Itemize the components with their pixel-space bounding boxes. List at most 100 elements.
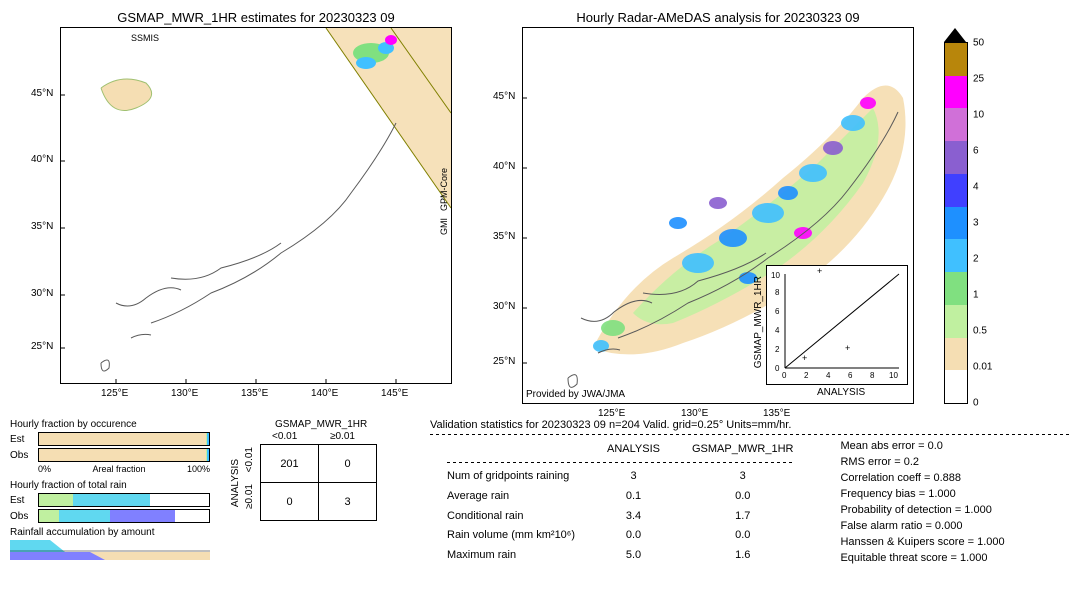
svg-text:0: 0 [775, 364, 780, 373]
lon-tick: 125°E [598, 408, 625, 419]
stat-line: RMS error = 0.2 [840, 454, 1004, 470]
colorbar-tick: 6 [973, 146, 979, 157]
stat-line: Hanssen & Kuipers score = 1.000 [840, 534, 1004, 550]
ct-col1: ≥0.01 [330, 431, 355, 442]
svg-text:+: + [802, 353, 807, 363]
maps-row: GSMAP_MWR_1HR estimates for 20230323 09 [10, 10, 1070, 404]
lat-tick: 45°N [493, 91, 515, 102]
lat-tick: 35°N [493, 231, 515, 242]
bar-label: Obs [10, 511, 38, 522]
lat-tick: 35°N [31, 221, 53, 232]
occ-center: Areal fraction [92, 464, 145, 474]
right-map-panel: Hourly Radar-AMeDAS analysis for 2023032… [522, 10, 914, 404]
colorbar-tick: 0.01 [973, 362, 992, 373]
svg-text:2: 2 [775, 345, 780, 354]
svg-text:6: 6 [848, 371, 853, 380]
lon-tick: 145°E [381, 388, 408, 399]
stat-a: 5.0 [592, 546, 675, 564]
colorbar-tick: 10 [973, 110, 984, 121]
bar-label: Obs [10, 450, 38, 461]
colorbar: 502510643210.50.010 [944, 42, 968, 404]
ct-row0: <0.01 [244, 447, 255, 472]
svg-text:0: 0 [782, 371, 787, 380]
svg-text:8: 8 [775, 288, 780, 297]
ct-cell: 0 [319, 445, 377, 483]
stat-b: 1.7 [677, 507, 808, 525]
svg-text:10: 10 [889, 371, 898, 380]
ct-cell: 3 [319, 483, 377, 521]
svg-text:4: 4 [775, 326, 780, 335]
totalrain-title: Hourly fraction of total rain [10, 480, 210, 491]
lat-tick: 25°N [493, 356, 515, 367]
stat-a: 0.0 [592, 526, 675, 544]
gpmcore-label: GPM-Core [439, 168, 449, 211]
ct-col-header: GSMAP_MWR_1HR [275, 419, 367, 430]
occurrence-title: Hourly fraction by occurence [10, 419, 210, 430]
colorbar-tick: 1 [973, 290, 979, 301]
colorbar-tick: 2 [973, 254, 979, 265]
right-map: Provided by JWA/JMA 45°N 40°N 35°N 30°N … [522, 27, 914, 404]
bar-track [38, 448, 210, 462]
scatter-inset: + + + 024 6810 024 6810 ANALYSIS GSMA [766, 265, 908, 385]
gmi-label: GMI [439, 218, 449, 235]
colorbar-tick: 0.5 [973, 326, 987, 337]
stat-name: Maximum rain [432, 546, 590, 564]
svg-text:+: + [817, 266, 822, 276]
stats-right: Mean abs error = 0.0RMS error = 0.2Corre… [840, 438, 1004, 566]
stat-a: 3.4 [592, 507, 675, 525]
stat-b: 1.6 [677, 546, 808, 564]
stat-line: Mean abs error = 0.0 [840, 438, 1004, 454]
stats-h0: ANALYSIS [592, 440, 675, 458]
left-map: SSMIS GPM-Core GMI 45°N 40°N 35°N 30°N 2… [60, 27, 452, 384]
bar-track [38, 432, 210, 446]
bar-label: Est [10, 434, 38, 445]
stat-name: Average rain [432, 487, 590, 505]
ct-row1: ≥0.01 [244, 484, 255, 509]
svg-text:4: 4 [826, 371, 831, 380]
contingency-table: 2010 03 [260, 444, 377, 521]
left-map-title: GSMAP_MWR_1HR estimates for 20230323 09 [60, 10, 452, 25]
stats-title: Validation statistics for 20230323 09 n=… [430, 419, 1070, 431]
lon-tick: 130°E [171, 388, 198, 399]
lat-tick: 45°N [31, 88, 53, 99]
lon-tick: 140°E [311, 388, 338, 399]
ct-col0: <0.01 [272, 431, 297, 442]
stat-b: 3 [677, 467, 808, 485]
svg-text:6: 6 [775, 307, 780, 316]
left-map-panel: GSMAP_MWR_1HR estimates for 20230323 09 [60, 10, 452, 404]
bar-track [38, 493, 210, 507]
stats-h1: GSMAP_MWR_1HR [677, 440, 808, 458]
stat-name: Rain volume (mm km²10⁶) [432, 526, 590, 544]
bar-label: Est [10, 495, 38, 506]
svg-text:10: 10 [771, 271, 780, 280]
lon-tick: 125°E [101, 388, 128, 399]
stat-a: 3 [592, 467, 675, 485]
stat-line: Equitable threat score = 1.000 [840, 550, 1004, 566]
stat-b: 0.0 [677, 487, 808, 505]
ct-row-header: ANALYSIS [230, 459, 241, 507]
colorbar-tick: 3 [973, 218, 979, 229]
contingency-panel: GSMAP_MWR_1HR <0.01 ≥0.01 ANALYSIS <0.01… [230, 419, 410, 566]
lat-tick: 40°N [493, 161, 515, 172]
scatter-xlabel: ANALYSIS [817, 387, 865, 398]
colorbar-panel: 502510643210.50.010 [944, 28, 968, 404]
stat-line: Probability of detection = 1.000 [840, 502, 1004, 518]
scatter-ylabel: GSMAP_MWR_1HR [753, 276, 764, 368]
bar-track [38, 509, 210, 523]
lat-tick: 25°N [31, 341, 53, 352]
provided-label: Provided by JWA/JMA [526, 389, 625, 400]
bottom-row: Hourly fraction by occurence EstObs 0% A… [10, 419, 1070, 566]
ct-cell: 0 [261, 483, 319, 521]
colorbar-tick: 50 [973, 38, 984, 49]
ssmis-label: SSMIS [131, 33, 159, 43]
ct-cell: 201 [261, 445, 319, 483]
occ-right: 100% [187, 464, 210, 474]
svg-text:8: 8 [870, 371, 875, 380]
stat-a: 0.1 [592, 487, 675, 505]
rain-accum-chart [10, 540, 210, 562]
colorbar-tick: 0 [973, 398, 979, 409]
lon-tick: 130°E [681, 408, 708, 419]
stat-name: Conditional rain [432, 507, 590, 525]
stat-name: Num of gridpoints raining [432, 467, 590, 485]
stat-b: 0.0 [677, 526, 808, 544]
